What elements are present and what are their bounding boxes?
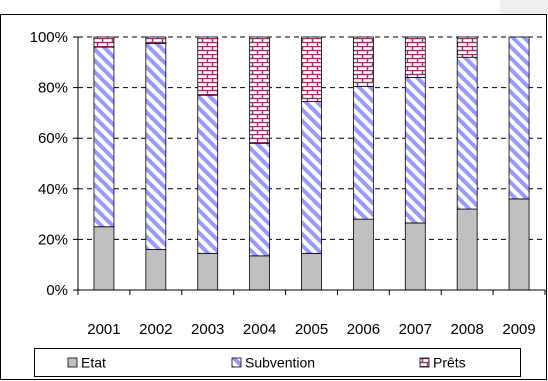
bar-segment-subvention-2006 [352, 85, 374, 220]
legend-label: Subvention [245, 355, 315, 371]
bar-segment-subvention-2009 [508, 36, 530, 200]
bar-segment-subvention-2002 [145, 42, 167, 250]
bar-segment-prts-2005 [301, 36, 322, 102]
bar-segment-etat-2005 [301, 252, 322, 291]
bar-segment-subvention-2007 [404, 77, 426, 224]
bar-segment-prts-2008 [456, 36, 478, 58]
bar-segment-etat-2008 [456, 208, 478, 291]
bar-segment-etat-2004 [249, 255, 271, 291]
x-tick-label: 2008 [450, 321, 483, 338]
bar-segment-subvention-2005 [301, 101, 322, 254]
y-tick-label: 60% [38, 130, 68, 147]
y-tick-label: 40% [38, 181, 68, 198]
bar-segment-prts-2007 [404, 36, 426, 78]
x-tick-label: 2006 [347, 321, 380, 338]
bar-segment-subvention-2008 [456, 56, 478, 210]
bar-segment-etat-2006 [352, 218, 374, 291]
bar-segment-etat-2009 [508, 198, 530, 291]
bar-segment-etat-2003 [197, 252, 219, 291]
y-tick-label: 0% [46, 282, 68, 299]
window-corner-patch [500, 0, 548, 14]
bar-segment-subvention-2001 [93, 46, 115, 228]
bar-segment-subvention-2004 [249, 142, 271, 257]
x-tick-label: 2005 [295, 321, 328, 338]
bar-segment-prts-2003 [197, 36, 219, 96]
legend-swatch [67, 357, 78, 368]
legend-label: Prêts [433, 355, 466, 371]
bar-segment-etat-2007 [404, 222, 426, 291]
x-tick-label: 2004 [243, 321, 276, 338]
bar-segment-prts-2001 [93, 36, 115, 48]
x-tick-label: 2003 [191, 321, 224, 338]
stacked-bar-chart: 0% 20% 40% 60% 80% 100% 2001 2002 2003 2004 2005 2… [0, 14, 547, 380]
x-tick-label: 2001 [87, 321, 120, 338]
bar-segment-prts-2006 [352, 36, 374, 87]
legend: Etat Subvention Prêts [34, 348, 521, 377]
y-tick-label: 20% [38, 231, 68, 248]
bar-segment-prts-2004 [249, 36, 271, 144]
legend-label: Etat [81, 355, 106, 371]
bar-segment-etat-2001 [93, 226, 115, 291]
legend-swatch [419, 357, 430, 368]
bar-segment-subvention-2003 [197, 94, 219, 254]
bar-segment-prts-2002 [145, 36, 167, 44]
legend-box [34, 348, 521, 377]
y-tick-label: 100% [30, 29, 68, 46]
bar-segment-etat-2002 [145, 249, 167, 291]
y-tick-label: 80% [38, 80, 68, 97]
legend-swatch [231, 357, 242, 368]
x-tick-label: 2002 [139, 321, 172, 338]
x-tick-label: 2007 [399, 321, 432, 338]
x-tick-label: 2009 [502, 321, 535, 338]
chart-frame [0, 14, 547, 380]
